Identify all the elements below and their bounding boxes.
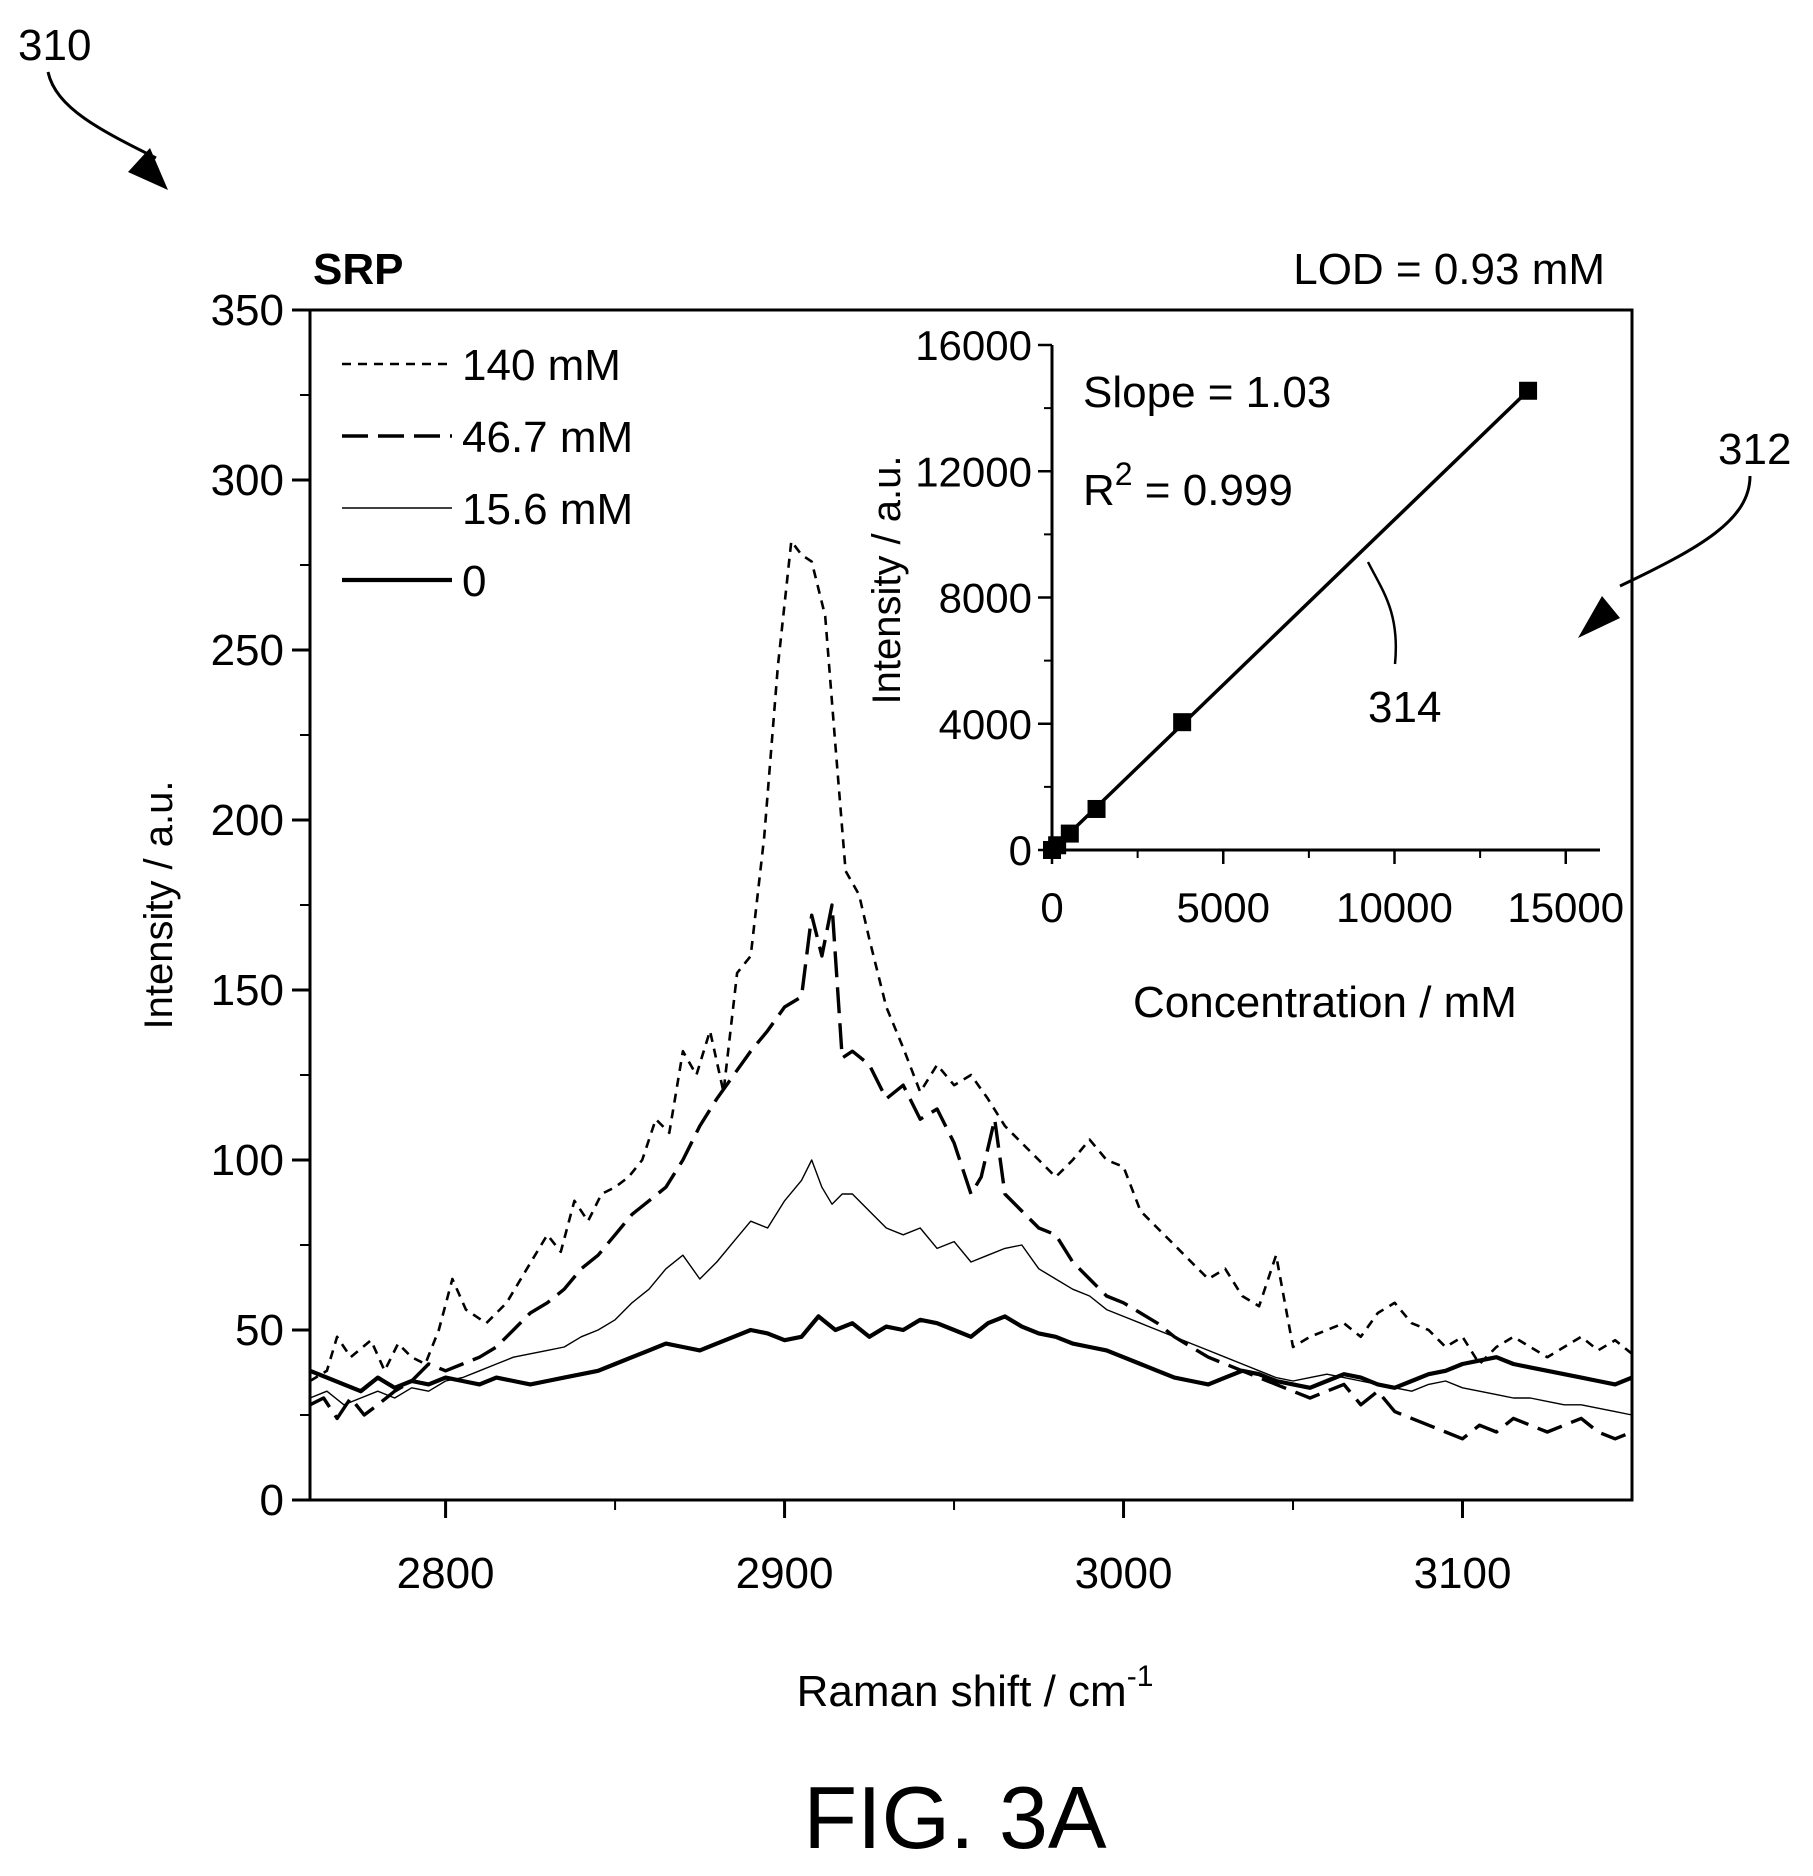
legend-label: 15.6 mM	[462, 485, 633, 534]
main-x-tick-label: 2900	[736, 1549, 834, 1598]
main-x-axis-label-superscript: -1	[1127, 1660, 1154, 1693]
r2-annotation-r: R	[1083, 466, 1115, 515]
main-y-tick-label: 200	[211, 796, 284, 845]
inset-data-point	[1087, 799, 1106, 818]
inset-x-tick-label: 5000	[1177, 884, 1270, 931]
main-x-axis-label-text: Raman shift / cm	[797, 1667, 1127, 1716]
slope-annotation: Slope = 1.03	[1083, 368, 1331, 417]
series-line-46-7-mm	[309, 903, 1633, 1441]
main-y-tick-label: 150	[211, 966, 284, 1015]
ref-arrowhead-310	[128, 148, 168, 190]
inset-y-axis-label: Intensity / a.u.	[865, 455, 909, 704]
chart-title: SRP	[313, 245, 403, 294]
r2-annotation-value: = 0.999	[1133, 466, 1293, 515]
ref-label-310: 310	[18, 21, 91, 70]
inset-fit-line	[1050, 389, 1530, 852]
ref-label-312: 312	[1718, 425, 1791, 474]
inset-y-tick-label: 12000	[915, 448, 1032, 495]
main-y-tick-label: 300	[211, 456, 284, 505]
inset-x-tick-label: 0	[1040, 884, 1063, 931]
inset-data-point	[1519, 381, 1538, 400]
series-line-15-6-mm	[309, 1159, 1633, 1416]
legend: 140 mM 46.7 mM 15.6 mM 0	[342, 341, 633, 606]
ref-leader-314	[1366, 561, 1398, 665]
legend-label: 140 mM	[462, 341, 621, 390]
inset-x-axis-label: Concentration / mM	[1133, 978, 1517, 1027]
main-series-group	[309, 539, 1633, 1441]
inset-data-point	[1060, 824, 1079, 843]
main-y-tick-label: 250	[211, 626, 284, 675]
inset-y-tick-label: 16000	[915, 322, 1032, 369]
main-y-axis-label: Intensity / a.u.	[137, 780, 181, 1029]
inset-data-point	[1173, 713, 1192, 732]
main-x-tick-label: 3000	[1075, 1549, 1173, 1598]
main-y-tick-label: 350	[211, 286, 284, 335]
figure-caption: FIG. 3A	[803, 1768, 1106, 1867]
series-line-140-mm	[309, 539, 1633, 1383]
main-y-tick-label: 0	[260, 1476, 284, 1525]
inset-x-tick-label: 10000	[1336, 884, 1453, 931]
series-line-0	[309, 1314, 1633, 1394]
r2-annotation: R2 = 0.999	[1083, 456, 1293, 515]
legend-label: 46.7 mM	[462, 413, 633, 462]
ref-arrow-312	[1619, 475, 1752, 588]
inset-y-tick-label: 8000	[939, 575, 1032, 622]
inset-y-tick-label: 0	[1009, 827, 1032, 874]
main-x-tick-label: 3100	[1414, 1549, 1512, 1598]
ref-arrow-310	[46, 71, 157, 160]
main-x-axis-label: Raman shift / cm-1	[797, 1660, 1154, 1716]
main-x-tick-label: 2800	[397, 1549, 495, 1598]
main-y-tick-label: 50	[235, 1306, 284, 1355]
lod-label: LOD = 0.93 mM	[1293, 245, 1605, 294]
inset-chart: 0 4000 8000 12000 16000 0 5000 10000 15000	[915, 322, 1624, 931]
main-y-tick-label: 100	[211, 1136, 284, 1185]
inset-y-tick-label: 4000	[939, 701, 1032, 748]
inset-x-tick-label: 15000	[1507, 884, 1624, 931]
legend-label: 0	[462, 557, 486, 606]
ref-arrowhead-312	[1578, 596, 1620, 638]
ref-label-314: 314	[1368, 683, 1441, 732]
r2-annotation-superscript: 2	[1115, 456, 1133, 492]
